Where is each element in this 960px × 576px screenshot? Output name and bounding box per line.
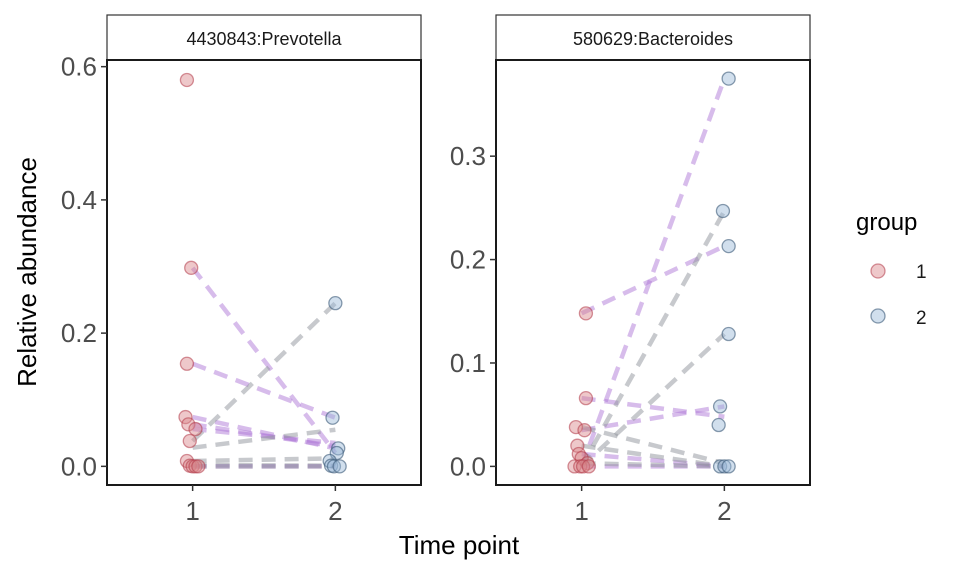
- point-group1-bacteroides-2: [568, 419, 584, 435]
- y-tick-label-prevotella-2: 0.4: [61, 185, 97, 215]
- trend-line-prevotella-7: [192, 456, 336, 464]
- point-group2-prevotella-7: [332, 459, 347, 474]
- legend: group 1 2: [856, 209, 927, 329]
- point-group1-bacteroides-10: [575, 459, 591, 474]
- trend-line-prevotella-4: [192, 426, 336, 446]
- trend-line-bacteroides-7: [580, 332, 726, 469]
- point-group1-prevotella-3: [178, 409, 193, 425]
- y-tick-label-bacteroides-1: 0.1: [450, 348, 486, 378]
- facet-title-prevotella: 4430843:Prevotella: [186, 29, 342, 49]
- trend-line-bacteroides-0: [580, 244, 726, 316]
- point-group1-prevotella-1: [184, 260, 199, 275]
- point-group2-prevotella-6: [326, 459, 342, 474]
- points-layer-prevotella: [178, 72, 347, 474]
- trend-line-bacteroides-2: [581, 395, 725, 419]
- y-tick-label-prevotella-1: 0.2: [61, 318, 97, 348]
- x-tick-label-bacteroides-0: 1: [574, 496, 588, 526]
- point-group1-prevotella-6: [182, 433, 197, 449]
- lines-layer-prevotella: [190, 266, 338, 469]
- point-group2-prevotella-1: [325, 410, 340, 425]
- point-group2-bacteroides-4: [712, 399, 728, 414]
- point-group1-bacteroides-0: [578, 306, 594, 321]
- trend-line-bacteroides-10: [581, 461, 725, 469]
- panel-border-bacteroides: [495, 59, 811, 486]
- trend-line-bacteroides-6: [579, 209, 727, 468]
- point-group1-bacteroides-11: [581, 459, 596, 474]
- point-group2-bacteroides-7: [717, 459, 732, 474]
- point-group2-bacteroides-8: [721, 459, 736, 474]
- point-group2-bacteroides-0: [721, 71, 736, 86]
- facet-strip-bacteroides: [495, 14, 811, 61]
- facet-strip-prevotella: [106, 14, 422, 61]
- y-axis-title: Relative abundance: [12, 157, 42, 387]
- legend-key-group-2: [870, 308, 886, 324]
- point-group1-prevotella-5: [188, 421, 203, 437]
- points-layer-bacteroides: [567, 71, 736, 474]
- x-tick-label-prevotella-1: 2: [328, 496, 342, 526]
- legend-label-group-2: 2: [916, 308, 927, 329]
- trend-line-prevotella-5: [191, 301, 337, 443]
- point-group1-prevotella-2: [179, 356, 195, 371]
- trend-line-bacteroides-9: [581, 443, 725, 469]
- point-group1-prevotella-11: [191, 459, 206, 474]
- panel-border-prevotella: [106, 59, 422, 486]
- x-tick-label-prevotella-0: 1: [185, 496, 199, 526]
- trend-line-prevotella-6: [192, 427, 336, 450]
- y-tick-label-prevotella-0: 0.0: [61, 451, 97, 481]
- trend-line-bacteroides-8: [581, 424, 725, 466]
- point-group2-bacteroides-2: [721, 238, 736, 254]
- point-group2-bacteroides-5: [711, 417, 726, 433]
- y-axis-prevotella: 0.0 0.2 0.4 0.6: [61, 52, 107, 481]
- trend-line-prevotella-0: [190, 266, 338, 455]
- y-tick-label-bacteroides-3: 0.3: [450, 141, 486, 171]
- point-group1-bacteroides-3: [577, 423, 592, 438]
- point-group1-prevotella-0: [179, 72, 195, 88]
- legend-key-group-1: [870, 263, 886, 279]
- point-group1-bacteroides-1: [578, 390, 594, 406]
- point-group1-prevotella-4: [181, 417, 196, 432]
- facet-title-bacteroides: 580629:Bacteroides: [573, 29, 733, 49]
- y-tick-label-bacteroides-0: 0.0: [450, 451, 486, 481]
- lines-layer-bacteroides: [579, 77, 727, 469]
- y-tick-label-prevotella-3: 0.6: [61, 52, 97, 82]
- x-tick-label-bacteroides-1: 2: [717, 496, 731, 526]
- legend-label-group-1: 1: [916, 262, 927, 283]
- point-group2-bacteroides-3: [721, 326, 736, 342]
- legend-title: group: [856, 209, 917, 236]
- y-tick-label-bacteroides-2: 0.2: [450, 245, 486, 275]
- point-group2-bacteroides-1: [715, 203, 731, 219]
- point-group2-prevotella-0: [328, 295, 343, 311]
- y-axis-bacteroides: 0.0 0.1 0.2 0.3: [450, 141, 496, 481]
- trend-line-prevotella-1: [191, 361, 337, 420]
- x-axis-title: Time point: [399, 530, 520, 560]
